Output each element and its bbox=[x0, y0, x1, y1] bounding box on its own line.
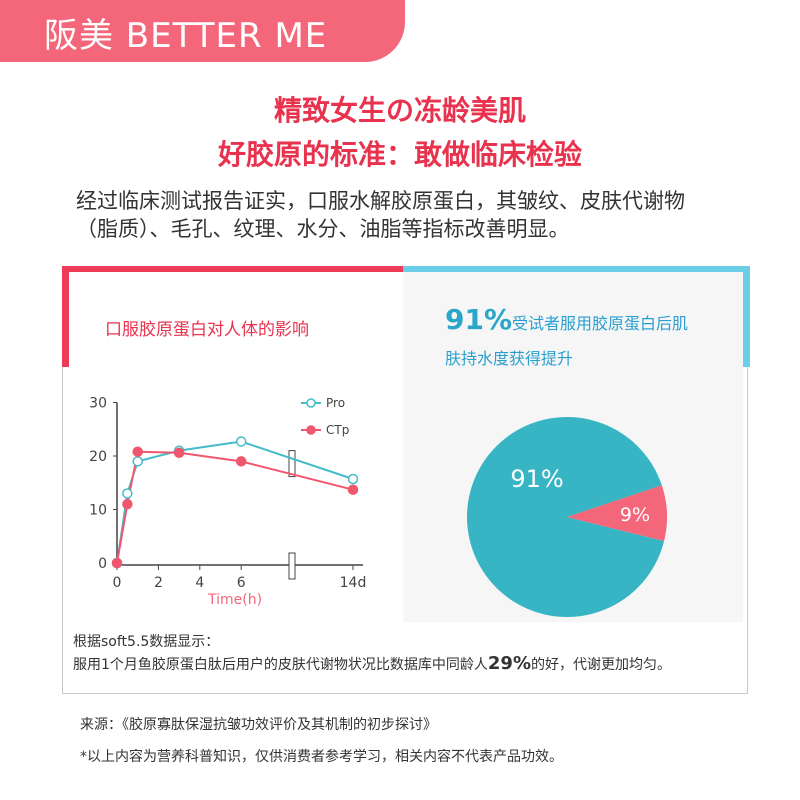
data-point-ctp bbox=[347, 484, 359, 495]
data-point-pro bbox=[132, 456, 143, 467]
stat-value: 91% bbox=[445, 303, 513, 336]
data-point-pro bbox=[122, 488, 133, 499]
x-tick-label: 4 bbox=[195, 575, 204, 591]
x-tick-label: 2 bbox=[154, 575, 163, 591]
blue-accent-side bbox=[743, 266, 750, 367]
brand-logo-text: 阪美 BETTER ME bbox=[44, 16, 328, 56]
brand-banner: 阪美 BETTER ME bbox=[0, 0, 405, 62]
note-highlight-percent: 29% bbox=[487, 653, 531, 674]
x-tick-label: 0 bbox=[113, 575, 122, 591]
intro-line-1: 经过临床测试报告证实，口服水解胶原蛋白，其皱纹、皮肤代谢物 bbox=[76, 189, 685, 213]
headline-line-1: 精致女生の冻龄美肌 bbox=[273, 94, 526, 127]
line-chart: 0 10 20 30 0 2 4 6 14d Time(h) Pro CTp bbox=[89, 396, 367, 609]
y-tick-label: 30 bbox=[89, 396, 107, 412]
blue-accent-bar bbox=[403, 266, 750, 272]
chart-title: 口服胶原蛋白对人体的影响 bbox=[105, 320, 309, 340]
pie-slice-minor bbox=[567, 485, 667, 542]
note-line-2-pre: 服用1个月鱼胶原蛋白肽后用户的皮肤代谢物状况比数据库中同龄人 bbox=[73, 657, 488, 673]
series-line-ctp bbox=[116, 450, 354, 564]
red-accent-side bbox=[62, 266, 69, 367]
y-tick-label: 20 bbox=[89, 449, 107, 465]
data-point-pro bbox=[347, 473, 359, 485]
pie-slice-main bbox=[467, 417, 665, 617]
disclaimer: *以上内容为营养科普知识，仅供消费者参考学习，相关内容不代表产品功效。 bbox=[80, 749, 563, 765]
data-point-ctp bbox=[122, 498, 133, 510]
y-tick-label: 0 bbox=[98, 556, 107, 572]
stat-text-2: 肤持水度获得提升 bbox=[445, 349, 574, 368]
x-tick-label: 14d bbox=[340, 575, 367, 591]
x-tick-label: 6 bbox=[237, 575, 246, 591]
legend-marker-ctp bbox=[306, 425, 316, 435]
y-tick-label: 10 bbox=[89, 503, 107, 519]
data-point-ctp bbox=[111, 557, 123, 569]
legend-marker-pro bbox=[306, 398, 316, 408]
data-point-ctp bbox=[235, 456, 247, 467]
data-point-ctp bbox=[173, 447, 185, 459]
x-axis-label: Time(h) bbox=[207, 592, 262, 608]
clinical-panel: 口服胶原蛋白对人体的影响 91%受试者服用胶原蛋白后肌 肤持水度获得提升 0 10… bbox=[62, 266, 750, 694]
axis-break-line bbox=[288, 450, 296, 478]
note-line-1: 根据soft5.5数据显示： bbox=[73, 634, 220, 650]
source-citation: 来源：《胶原寡肽保湿抗皱功效评价及其机制的初步探讨》 bbox=[80, 717, 437, 733]
data-point-ctp bbox=[132, 446, 143, 457]
stat-text-1: 受试者服用胶原蛋白后肌 bbox=[512, 314, 689, 333]
pie-chart: 91% 9% bbox=[467, 417, 667, 617]
pie-label-minor: 9% bbox=[620, 504, 650, 526]
chart-header-card bbox=[69, 272, 403, 367]
data-point-pro bbox=[235, 436, 247, 447]
legend-label-ctp: CTp bbox=[326, 423, 349, 437]
note-line-2-post: 的好，代谢更加均匀。 bbox=[531, 657, 671, 673]
note-line-2: 服用1个月鱼胶原蛋白肽后用户的皮肤代谢物状况比数据库中同龄人29%的好，代谢更加… bbox=[73, 653, 671, 674]
pie-label-main: 91% bbox=[510, 465, 563, 493]
headline-line-2: 好胶原的标准：敢做临床检验 bbox=[217, 138, 582, 171]
axis-break-x bbox=[288, 552, 296, 580]
intro-line-2: （脂质）、毛孔、纹理、水分、油脂等指标改善明显。 bbox=[76, 217, 570, 241]
stat-headline: 91%受试者服用胶原蛋白后肌 bbox=[445, 303, 688, 336]
red-accent-bar bbox=[62, 266, 403, 272]
legend-label-pro: Pro bbox=[326, 396, 345, 410]
